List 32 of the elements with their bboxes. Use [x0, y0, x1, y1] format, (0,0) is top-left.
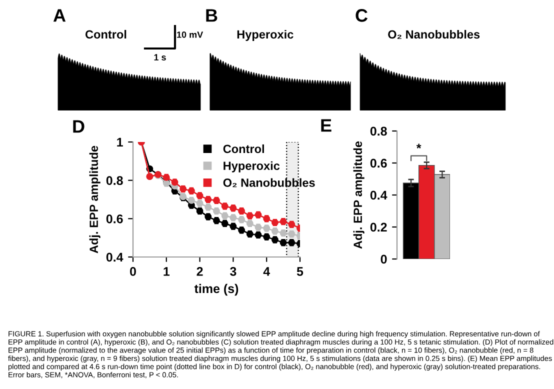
- text: Hyperoxic: [237, 30, 294, 41]
- text: C: [356, 9, 368, 22]
- text: O₂ Nanobubbles: [388, 30, 480, 39]
- x-tick-label: 1: [164, 267, 170, 276]
- y-axis-title: Adj. EPP amplitude: [353, 141, 364, 249]
- y-tick-label: 0.2: [370, 222, 387, 232]
- y-tick-label: 0.8: [106, 176, 123, 185]
- x-tick-label: 3: [230, 267, 236, 276]
- y-axis-title: Adj. EPP amplitude: [89, 146, 100, 254]
- legend-label: Hyperoxic: [224, 161, 280, 172]
- text: 1 s: [154, 54, 166, 60]
- x-tick-label: 2: [196, 267, 203, 276]
- y-tick-label: 1: [117, 138, 123, 147]
- text: E: [321, 119, 332, 132]
- text: A: [53, 9, 66, 22]
- y-tick-label: 0.6: [106, 214, 123, 224]
- text: Control: [85, 30, 126, 39]
- y-tick-label: 0.8: [370, 126, 387, 136]
- y-tick-label: 0.4: [106, 252, 124, 262]
- text: B: [206, 9, 218, 22]
- text: D: [73, 120, 84, 133]
- x-tick-label: 0: [130, 267, 136, 276]
- y-tick-label: 0.4: [370, 190, 388, 200]
- x-tick-label: 4: [263, 267, 270, 276]
- y-tick-label: 0: [380, 254, 387, 264]
- y-tick-label: 0.6: [370, 158, 387, 168]
- text: 10 mV: [177, 31, 204, 38]
- annotation: *: [416, 144, 422, 148]
- legend-label: O₂ Nanobubbles: [223, 178, 315, 188]
- x-tick-label: 5: [296, 267, 304, 276]
- legend-label: Control: [223, 144, 264, 154]
- x-axis-title: time (s): [194, 284, 238, 296]
